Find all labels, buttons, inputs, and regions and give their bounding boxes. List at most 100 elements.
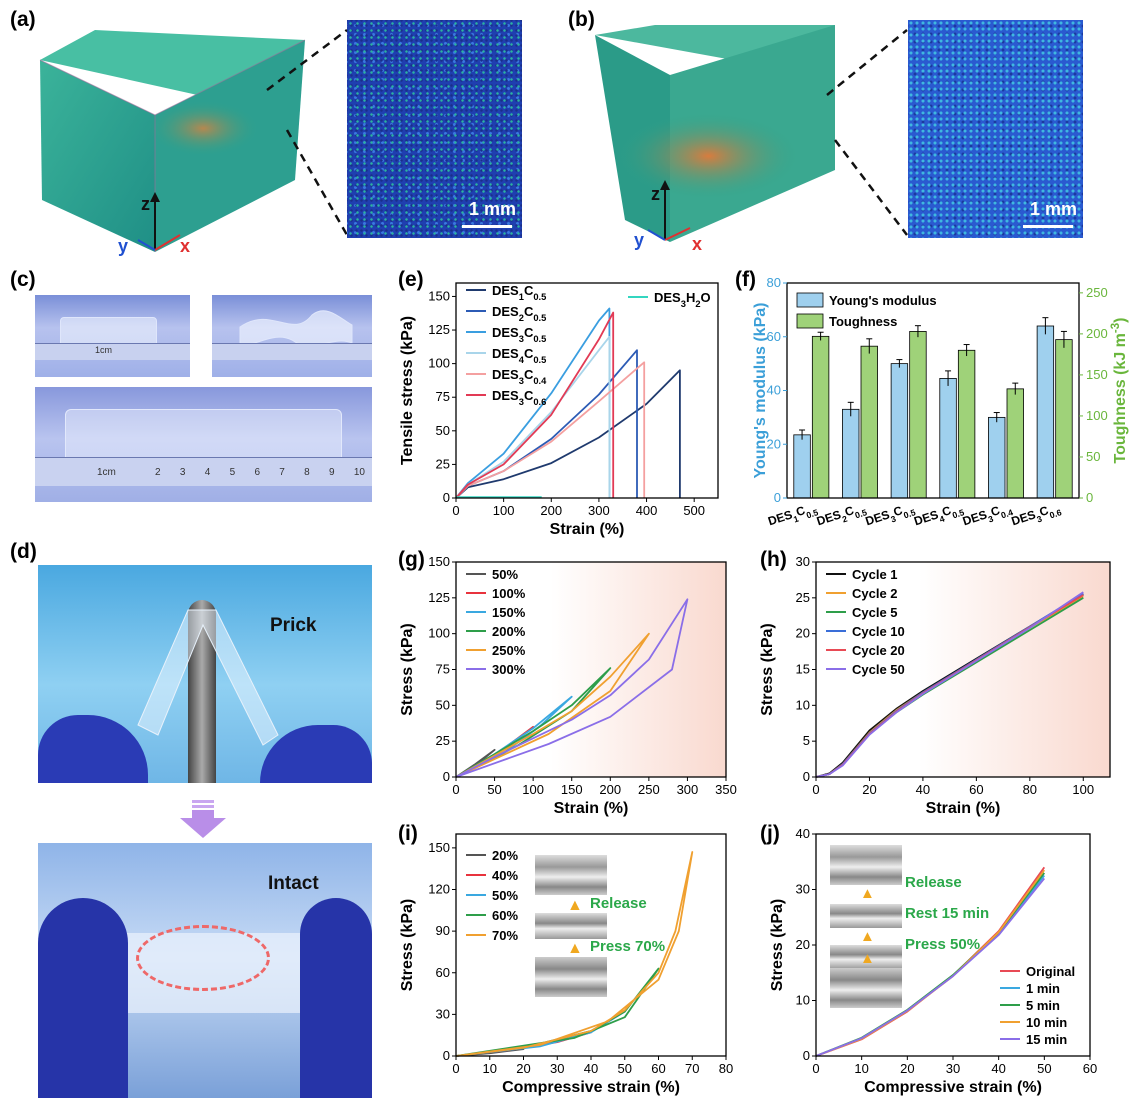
inset-j-photo-mid2 xyxy=(830,945,902,969)
y-tick-label: 100 xyxy=(428,356,450,371)
toughness-bar xyxy=(860,345,878,499)
intact-label: Intact xyxy=(268,873,319,894)
series-line xyxy=(455,361,646,499)
x-tick-label: 350 xyxy=(715,782,737,797)
y-tick-label: 60 xyxy=(767,329,781,344)
modulus-bar xyxy=(939,378,957,499)
y-tick-label: 30 xyxy=(796,554,810,569)
axis-x-label: x xyxy=(180,236,190,256)
panel-label-i: (i) xyxy=(398,822,418,845)
y2-tick-label: 0 xyxy=(1086,490,1093,505)
y-tick-label: 40 xyxy=(767,383,781,398)
x-tick-label: 20 xyxy=(516,1061,530,1076)
y2-tick-label: 100 xyxy=(1086,408,1108,423)
y-tick-label: 125 xyxy=(428,590,450,605)
down-arrow-icon xyxy=(180,800,226,838)
panel-label-e: (e) xyxy=(398,268,424,291)
y-axis-title: Stress (kPa) xyxy=(399,899,416,992)
legend-label: Cycle 50 xyxy=(852,662,905,677)
chart-j: 0 10 20 30 40 50 60 0 10 20 30 40 Compressive strain… xyxy=(769,826,1097,1096)
y-tick-label: 120 xyxy=(428,882,450,897)
photo-c-stretched: 1cm 2 3 4 5 6 7 8 9 10 xyxy=(35,387,372,502)
inset-j-photo-bottom xyxy=(830,968,902,1008)
x-tick-label: 10 xyxy=(483,1061,497,1076)
chart-g: 0 50 100 150 200 250 300 350 0 25 50 75 100 125 150 Str… xyxy=(399,554,737,817)
x-tick-label: 0 xyxy=(812,782,819,797)
up-arrow-icon: ▲ xyxy=(567,897,583,914)
toughness-bar xyxy=(1006,388,1024,499)
x-tick-label: 250 xyxy=(638,782,660,797)
x-axis-title: Strain (%) xyxy=(926,800,1001,817)
ruler-label: 1cm xyxy=(97,467,116,478)
x-tick-label: 20 xyxy=(900,1061,914,1076)
scale-bar-label: 1 mm xyxy=(468,199,516,219)
y-axis-arrow xyxy=(137,239,156,251)
x-category-label: DES3C0.5 xyxy=(864,499,917,532)
inset-j-rest: Rest 15 min xyxy=(905,905,990,922)
legend-label: DES1C0.5 xyxy=(492,283,546,302)
y2-tick-label: 50 xyxy=(1086,449,1100,464)
legend-label: 50% xyxy=(492,888,518,903)
axis-y-label: y xyxy=(118,236,128,256)
x-tick-label: 100 xyxy=(493,503,515,518)
x-tick-label: 40 xyxy=(916,782,930,797)
toughness-bar xyxy=(811,335,830,499)
y-tick-label: 125 xyxy=(428,322,450,337)
ruler-tick: 7 xyxy=(279,467,285,478)
photo-c-original: 1cm xyxy=(35,295,190,377)
panel-label-j: (j) xyxy=(760,822,780,845)
x-axis-arrow xyxy=(154,234,181,251)
y2-tick-label: 250 xyxy=(1086,285,1108,300)
series-line xyxy=(455,667,612,778)
legend-label: Toughness xyxy=(829,314,897,329)
legend-label: Original xyxy=(1026,964,1075,979)
y-tick-label: 50 xyxy=(436,423,450,438)
x-tick-label: 300 xyxy=(588,503,610,518)
x-axis-title: Compressive strain (%) xyxy=(864,1079,1042,1096)
series-line xyxy=(455,369,681,499)
y-tick-label: 5 xyxy=(803,733,810,748)
y-tick-label: 20 xyxy=(767,436,781,451)
legend-label: 50% xyxy=(492,567,518,582)
legend-label: Cycle 5 xyxy=(852,605,898,620)
legend-swatch xyxy=(796,313,824,329)
legend-label: 20% xyxy=(492,848,518,863)
legend-label: 100% xyxy=(492,586,526,601)
y-tick-label: 30 xyxy=(796,882,810,897)
legend-label: 5 min xyxy=(1026,998,1060,1013)
modulus-bar xyxy=(1036,325,1055,499)
y-tick-label: 30 xyxy=(436,1006,450,1021)
legend-label: 250% xyxy=(492,643,526,658)
legend-label: Cycle 2 xyxy=(852,586,898,601)
ruler-ticks: 2 3 4 5 6 7 8 9 10 xyxy=(155,467,365,478)
y-tick-label: 150 xyxy=(428,840,450,855)
legend-label: Young's modulus xyxy=(829,293,937,308)
x-tick-label: 0 xyxy=(452,503,459,518)
x-tick-label: 400 xyxy=(636,503,658,518)
legend-label: 15 min xyxy=(1026,1032,1067,1047)
y-tick-label: 100 xyxy=(428,626,450,641)
modulus-bar xyxy=(890,363,909,499)
inset-i-release: Release xyxy=(590,895,647,912)
series-line xyxy=(815,591,1084,778)
photo-d-prick: Prick xyxy=(38,565,372,783)
series-line xyxy=(455,851,694,1057)
x-category-label: DES2C0.5 xyxy=(815,499,868,532)
chart-i: 0 10 20 30 40 50 60 70 80 0 30 60 90 120 150 Compressiv… xyxy=(399,833,733,1096)
y-tick-label: 15 xyxy=(796,662,810,677)
x-tick-label: 50 xyxy=(487,782,501,797)
y-axis-title: Stress (kPa) xyxy=(769,899,786,992)
modulus-bar xyxy=(793,434,811,499)
y-axis-title: Stress (kPa) xyxy=(399,623,416,716)
axis-x-label-b: x xyxy=(692,234,702,254)
legend-label: 150% xyxy=(492,605,526,620)
x-tick-label: 300 xyxy=(677,782,699,797)
x-tick-label: 60 xyxy=(651,1061,665,1076)
legend-label: DES3C0.6 xyxy=(492,388,546,407)
series-line xyxy=(815,877,1046,1057)
series-line xyxy=(455,307,611,499)
legend-label: 300% xyxy=(492,662,526,677)
x-tick-label: 150 xyxy=(561,782,583,797)
up-arrow-icon: ▲ xyxy=(567,940,583,957)
ruler-tick: 3 xyxy=(179,467,186,478)
